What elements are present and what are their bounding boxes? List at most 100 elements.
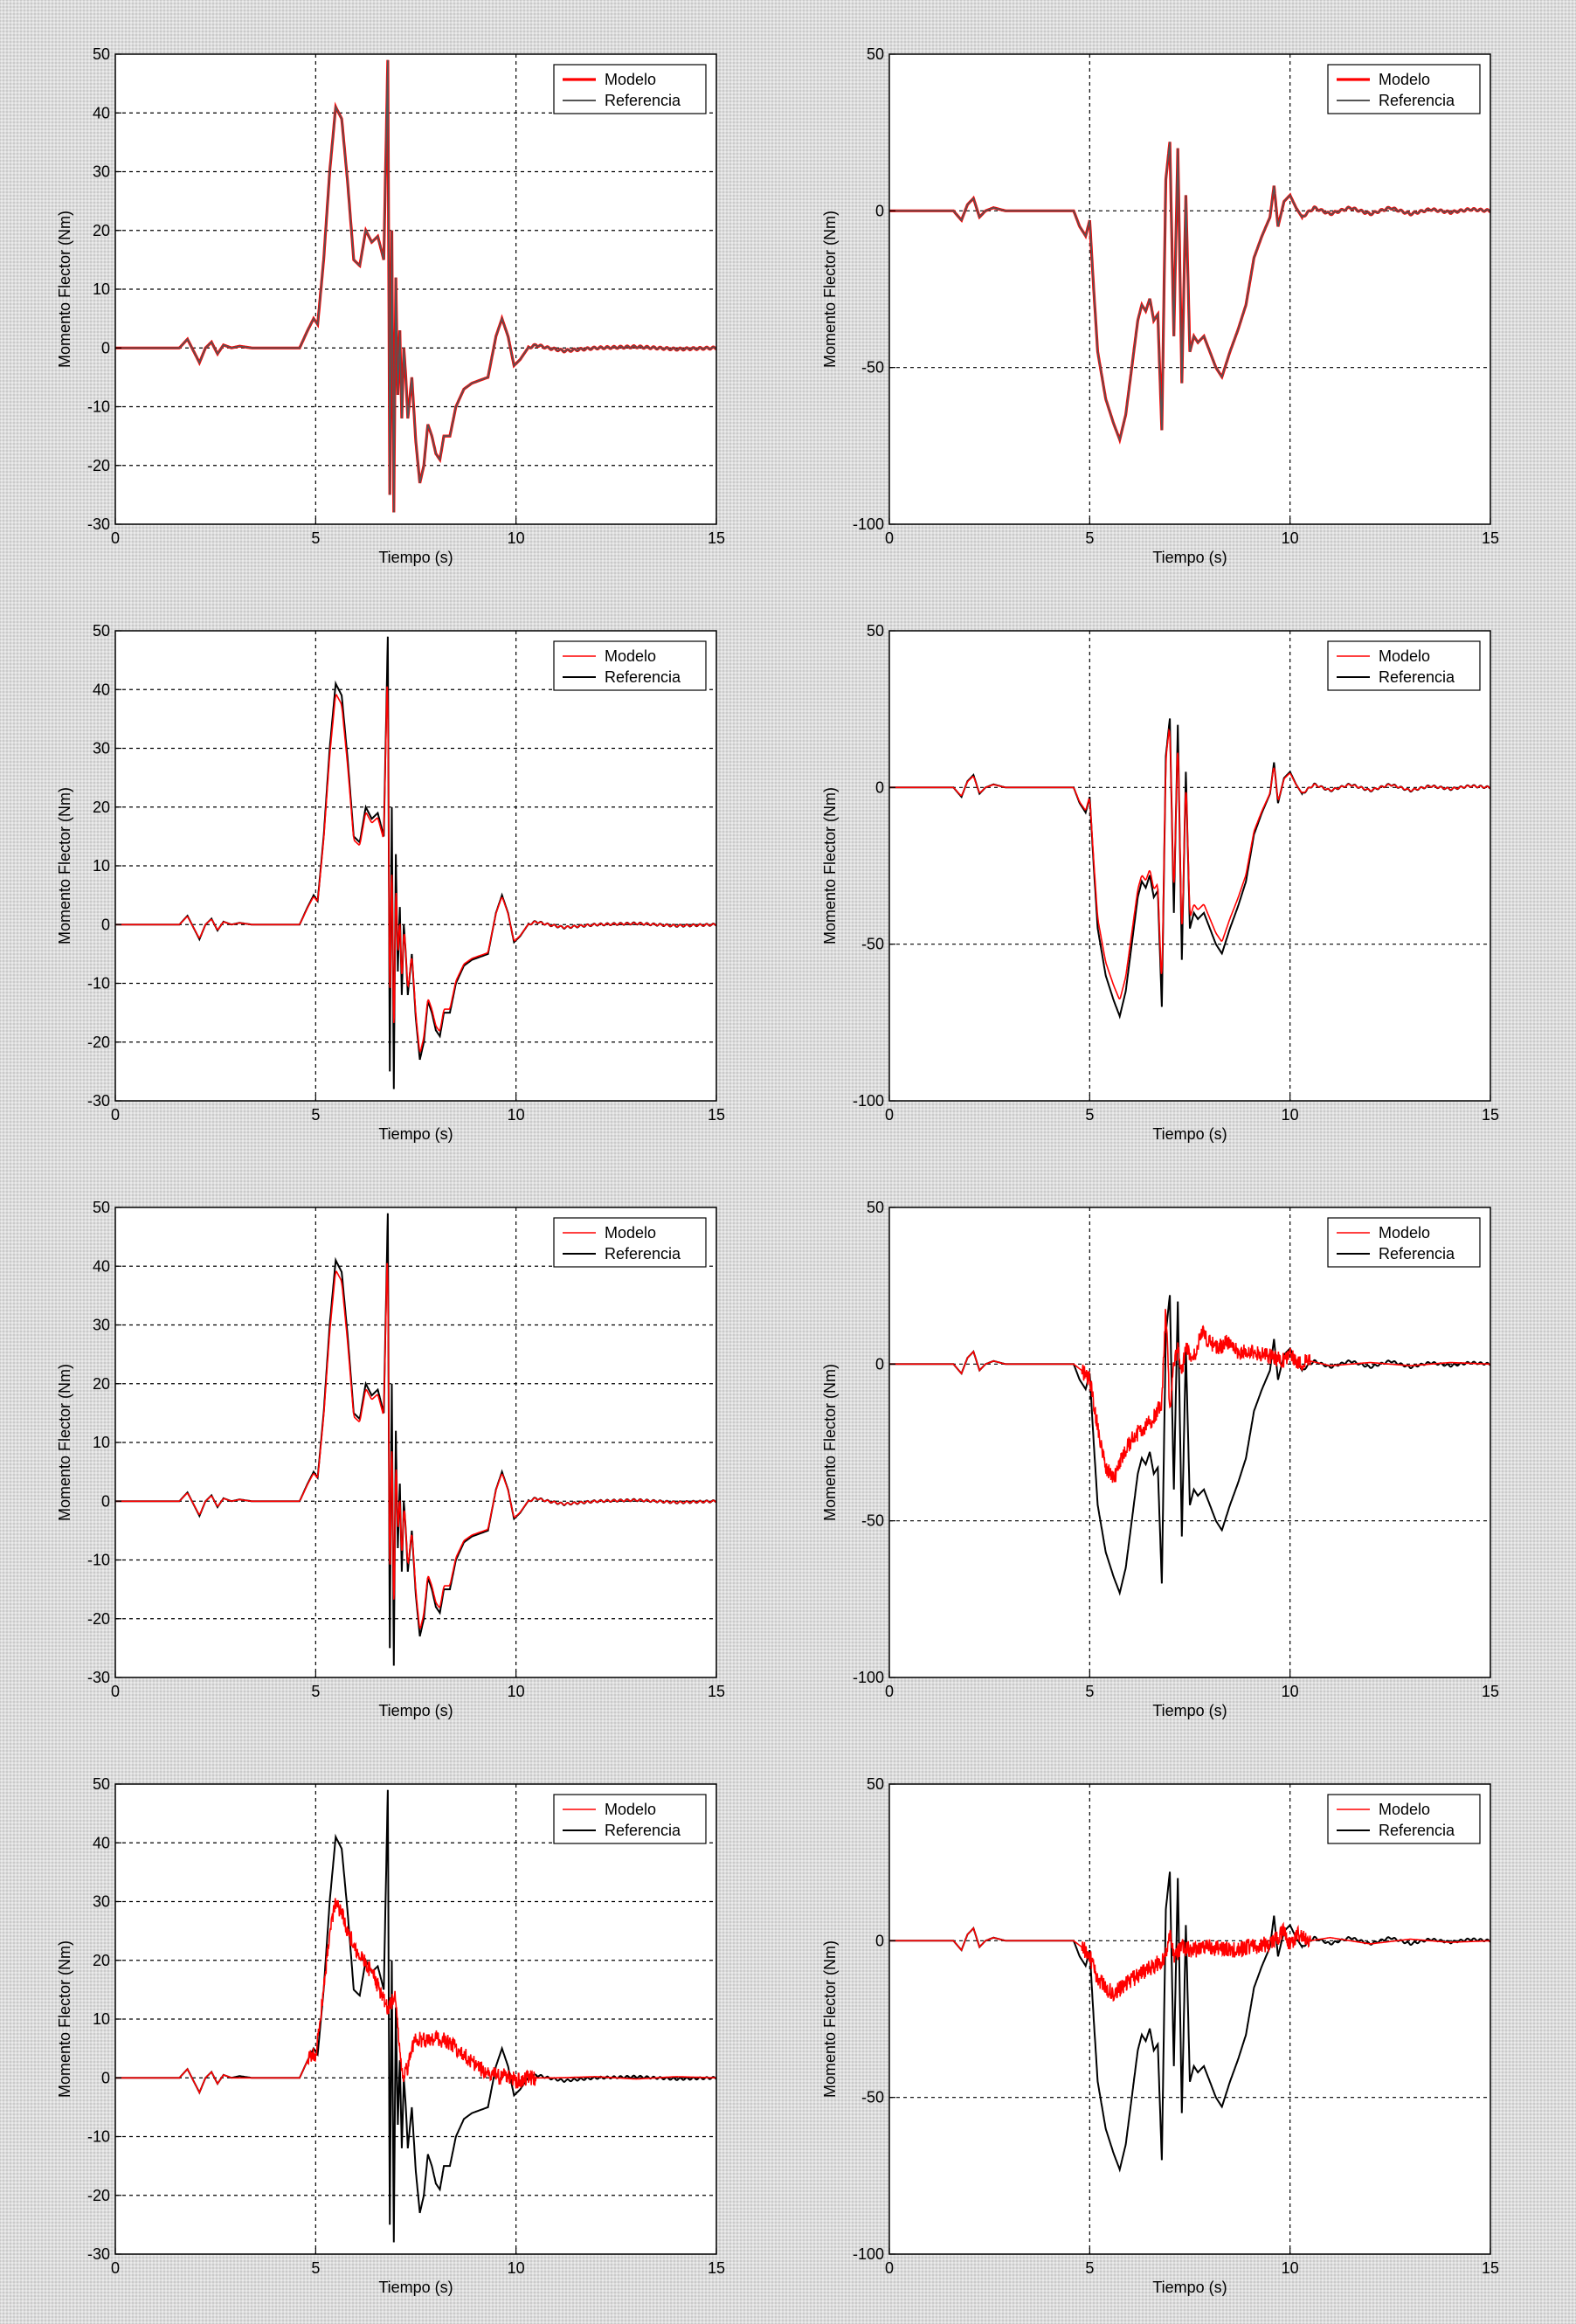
y-tick-label: 40 <box>93 1834 110 1851</box>
x-tick-label: 5 <box>311 1683 320 1700</box>
y-tick-label: -10 <box>87 1552 110 1569</box>
plot-area <box>889 631 1490 1101</box>
x-tick-label: 0 <box>111 529 120 547</box>
x-tick-label: 5 <box>311 529 320 547</box>
x-axis-label: Tiempo (s) <box>1152 2279 1227 2296</box>
legend: Modelo Referencia <box>553 1217 707 1268</box>
y-tick-label: -100 <box>853 1669 884 1686</box>
axes-box <box>888 1207 1491 1678</box>
series-line-modelo <box>889 1921 1490 2002</box>
x-tick-label: 0 <box>111 2259 120 2277</box>
axes-box <box>888 53 1491 525</box>
y-tick-label: 0 <box>875 1932 884 1949</box>
y-tick-label: 0 <box>101 916 110 933</box>
x-tick-label: 15 <box>708 1683 725 1700</box>
y-tick-label: 0 <box>101 2069 110 2086</box>
grid-lines <box>115 1784 716 2254</box>
axes-box <box>888 630 1491 1102</box>
series-lines <box>115 59 716 513</box>
y-tick-label: 30 <box>93 1893 110 1911</box>
y-tick-label: -20 <box>87 2187 110 2204</box>
x-tick-label: 10 <box>508 529 525 547</box>
x-tick-label: 0 <box>885 1106 894 1124</box>
series-line-modelo <box>115 1898 716 2095</box>
y-tick-label: 40 <box>93 104 110 121</box>
legend-box <box>1327 640 1481 691</box>
y-tick-label: -20 <box>87 457 110 474</box>
panel-row1-right: 0 5 10 15 -100 -50 0 50 Tiempo (s) Momento Flecto… <box>821 45 1499 566</box>
series-lines <box>115 636 716 1089</box>
y-tick-label: 0 <box>875 1355 884 1373</box>
y-tick-label: 20 <box>93 1952 110 1969</box>
legend-box <box>553 640 707 691</box>
y-tick-label: 20 <box>93 222 110 239</box>
x-tick-label: 10 <box>508 1683 525 1700</box>
y-tick-label: -20 <box>87 1034 110 1051</box>
series-line-referencia <box>889 142 1490 443</box>
y-tick-label: -10 <box>87 2128 110 2146</box>
y-tick-label: 50 <box>93 1199 110 1216</box>
legend-label-referencia: Referencia <box>605 1245 681 1262</box>
series-line-modelo <box>889 1309 1490 1484</box>
y-axis-label: Momento Flector (Nm) <box>56 211 73 368</box>
legend-box <box>1327 64 1481 114</box>
panel-row4-right: 0 5 10 15 -100 -50 0 50 Tiempo (s) Momento Flecto… <box>821 1775 1499 2296</box>
series-lines <box>115 1789 716 2243</box>
x-tick-label: 0 <box>111 1683 120 1700</box>
legend-box <box>553 1794 707 1844</box>
legend: Modelo Referencia <box>553 64 707 114</box>
y-tick-label: 30 <box>93 163 110 181</box>
legend-label-modelo: Modelo <box>605 1801 656 1818</box>
x-tick-label: 5 <box>1085 2259 1094 2277</box>
y-axis-label: Momento Flector (Nm) <box>56 1364 73 1521</box>
legend-label-referencia: Referencia <box>1379 1245 1455 1262</box>
y-tick-label: 10 <box>93 280 110 298</box>
series-line-modelo <box>889 728 1490 999</box>
legend: Modelo Referencia <box>1327 640 1481 691</box>
panel-row1-left: 0 5 10 15 -30 -20 -10 0 10 20 30 40 50 Tiempo (s) Mome… <box>56 45 725 566</box>
series-line-referencia <box>115 59 716 513</box>
x-tick-label: 0 <box>885 2259 894 2277</box>
x-tick-label: 10 <box>508 2259 525 2277</box>
y-axis-label: Momento Flector (Nm) <box>56 1940 73 2098</box>
legend-label-modelo: Modelo <box>605 1224 656 1242</box>
series-lines <box>115 1213 716 1666</box>
y-tick-label: -30 <box>87 1092 110 1110</box>
legend-label-modelo: Modelo <box>605 647 656 665</box>
x-tick-label: 15 <box>708 2259 725 2277</box>
plot-area <box>889 1207 1490 1677</box>
legend: Modelo Referencia <box>553 1794 707 1844</box>
panel-row3-right: 0 5 10 15 -100 -50 0 50 Tiempo (s) Momento Flecto… <box>821 1199 1499 1719</box>
y-tick-label: 0 <box>875 778 884 796</box>
y-tick-label: 30 <box>93 1317 110 1334</box>
panel-row2-left: 0 5 10 15 -30 -20 -10 0 10 20 30 40 50 Tiempo (s) Mome… <box>56 622 725 1143</box>
legend-label-modelo: Modelo <box>1379 647 1430 665</box>
y-tick-label: 50 <box>867 45 884 63</box>
y-tick-label: -100 <box>853 2245 884 2263</box>
y-tick-label: 0 <box>875 202 884 219</box>
y-tick-label: 10 <box>93 1434 110 1451</box>
x-axis-label: Tiempo (s) <box>1152 1125 1227 1143</box>
legend-box <box>553 1217 707 1268</box>
grid-lines <box>889 1784 1490 2254</box>
grid-lines <box>889 1207 1490 1677</box>
plot-area <box>889 54 1490 524</box>
grid-lines <box>115 631 716 1101</box>
x-tick-label: 10 <box>1282 1683 1299 1700</box>
x-tick-label: 15 <box>708 1106 725 1124</box>
y-axis-label: Momento Flector (Nm) <box>56 787 73 944</box>
y-axis-label: Momento Flector (Nm) <box>821 1940 839 2098</box>
y-tick-label: -100 <box>853 1092 884 1110</box>
x-tick-label: 10 <box>1282 529 1299 547</box>
panel-row3-left: 0 5 10 15 -30 -20 -10 0 10 20 30 40 50 Tiempo (s) Mome… <box>56 1199 725 1719</box>
y-tick-label: 10 <box>93 2010 110 2028</box>
legend-label-modelo: Modelo <box>1379 1224 1430 1242</box>
legend-label-modelo: Modelo <box>605 71 656 88</box>
y-tick-label: 50 <box>867 1199 884 1216</box>
y-tick-label: 40 <box>93 681 110 698</box>
x-tick-label: 15 <box>1482 529 1499 547</box>
x-axis-label: Tiempo (s) <box>378 1702 453 1719</box>
y-tick-label: -100 <box>853 515 884 533</box>
x-axis-label: Tiempo (s) <box>1152 549 1227 566</box>
